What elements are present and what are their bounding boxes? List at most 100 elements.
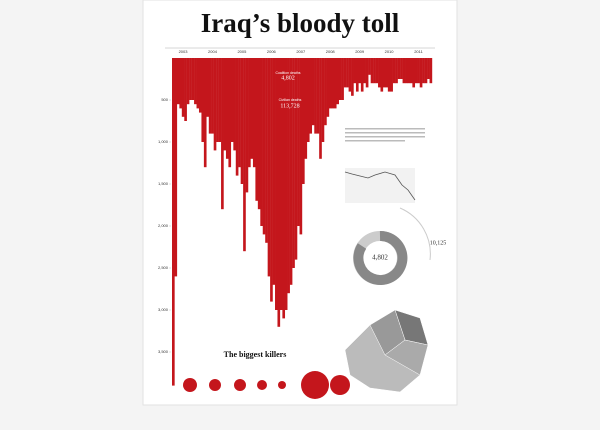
bar bbox=[225, 58, 229, 159]
bar bbox=[368, 58, 371, 75]
bar bbox=[223, 58, 227, 151]
x-tick-label: 2004 bbox=[208, 49, 218, 54]
x-tick-label: 2011 bbox=[414, 49, 423, 54]
bar bbox=[299, 58, 303, 235]
y-tick-label: 3,000 bbox=[158, 307, 169, 312]
bar bbox=[198, 58, 202, 113]
bar bbox=[395, 58, 398, 84]
bar bbox=[230, 58, 234, 142]
y-tick-label: 2,000 bbox=[158, 223, 169, 228]
bar bbox=[422, 58, 425, 84]
bar bbox=[176, 58, 180, 105]
y-tick-label: 1,500 bbox=[158, 181, 169, 186]
bar bbox=[419, 58, 423, 88]
bar bbox=[316, 58, 320, 134]
bar bbox=[257, 58, 261, 210]
title: Iraq’s bloody toll bbox=[201, 8, 400, 38]
bar bbox=[292, 58, 295, 268]
bar bbox=[373, 58, 376, 84]
bar bbox=[397, 58, 401, 79]
bar bbox=[284, 58, 288, 310]
bar bbox=[358, 58, 362, 84]
bar bbox=[417, 58, 420, 84]
bar bbox=[255, 58, 259, 201]
bar bbox=[189, 58, 192, 100]
bar bbox=[250, 58, 254, 159]
bar bbox=[243, 58, 246, 252]
text-block bbox=[345, 128, 425, 142]
bar bbox=[333, 58, 337, 109]
bar bbox=[351, 58, 354, 96]
bar bbox=[319, 58, 322, 159]
bar bbox=[355, 58, 359, 92]
bar bbox=[360, 58, 364, 92]
bar bbox=[221, 58, 224, 210]
bar bbox=[427, 58, 430, 79]
bar bbox=[245, 58, 249, 193]
bar bbox=[326, 58, 330, 117]
x-tick-label: 2007 bbox=[296, 49, 306, 54]
bar bbox=[348, 58, 352, 92]
bar bbox=[277, 58, 281, 327]
y-tick-label: 2,500 bbox=[158, 265, 169, 270]
bar bbox=[233, 58, 236, 151]
bar bbox=[179, 58, 183, 109]
bar bbox=[375, 58, 379, 84]
bar bbox=[213, 58, 217, 151]
bar bbox=[338, 58, 342, 100]
bar bbox=[304, 58, 308, 159]
bar bbox=[324, 58, 327, 126]
bar bbox=[363, 58, 366, 84]
bar bbox=[172, 58, 175, 386]
bar bbox=[302, 58, 305, 184]
bar bbox=[201, 58, 205, 142]
x-tick-label: 2009 bbox=[355, 49, 365, 54]
bar bbox=[378, 58, 381, 88]
bar bbox=[282, 58, 286, 319]
bar bbox=[270, 58, 273, 302]
bar bbox=[203, 58, 207, 168]
bar bbox=[365, 58, 369, 88]
bar bbox=[248, 58, 251, 168]
bar bbox=[218, 58, 222, 142]
bar bbox=[262, 58, 266, 235]
bar bbox=[412, 58, 416, 88]
coalition-total: 4,802 bbox=[281, 75, 295, 81]
bar bbox=[306, 58, 310, 142]
bar bbox=[238, 58, 241, 168]
bar bbox=[267, 58, 271, 277]
bar bbox=[402, 58, 406, 84]
x-tick-label: 2008 bbox=[326, 49, 336, 54]
x-tick-label: 2006 bbox=[267, 49, 277, 54]
bar-chart: 500 1,000 1,500 2,000 2,500 3,000 3,500 2003 200… bbox=[158, 49, 433, 386]
bar bbox=[211, 58, 214, 134]
bar bbox=[228, 58, 232, 168]
bar bbox=[346, 58, 349, 88]
bar bbox=[186, 58, 190, 105]
bar bbox=[353, 58, 357, 84]
bar bbox=[174, 58, 178, 277]
bar bbox=[311, 58, 315, 126]
donut bbox=[353, 207, 431, 285]
coalition-label: Coalition deaths bbox=[275, 71, 300, 75]
map bbox=[344, 309, 429, 393]
bar bbox=[191, 58, 195, 100]
bar bbox=[336, 58, 339, 105]
y-tick-label: 500 bbox=[161, 97, 168, 102]
bar bbox=[206, 58, 209, 117]
x-tick-label: 2010 bbox=[385, 49, 395, 54]
bar bbox=[216, 58, 219, 142]
bar bbox=[309, 58, 313, 134]
x-tick-label: 2003 bbox=[179, 49, 189, 54]
bar bbox=[400, 58, 403, 79]
killers-title: The biggest killers bbox=[224, 350, 287, 359]
bar bbox=[289, 58, 293, 285]
bubbles bbox=[183, 371, 350, 399]
bar bbox=[429, 58, 433, 84]
bar bbox=[181, 58, 185, 117]
bar bbox=[328, 58, 332, 109]
bar bbox=[297, 58, 300, 226]
bar bbox=[414, 58, 418, 84]
bar bbox=[279, 58, 283, 310]
bar bbox=[387, 58, 391, 92]
